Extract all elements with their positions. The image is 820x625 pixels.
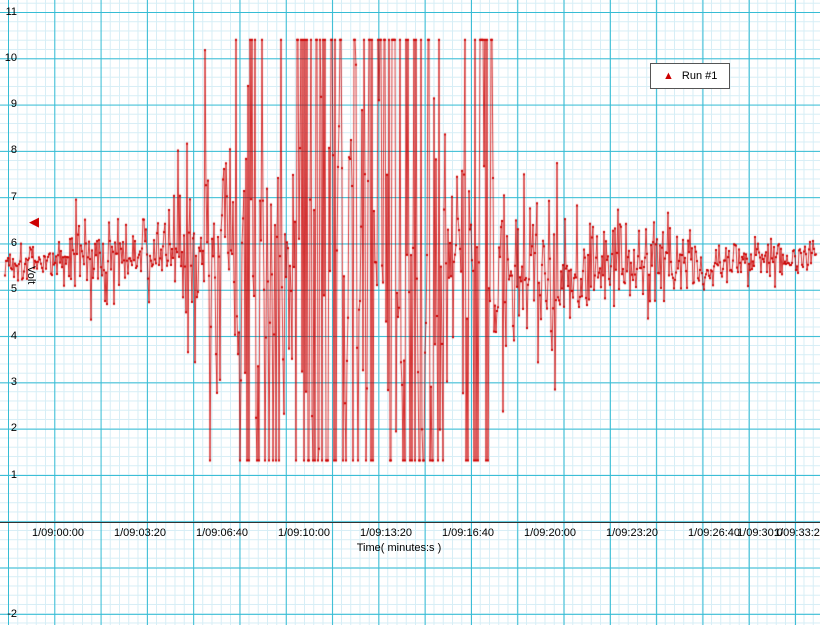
- y-tick-label: 2: [10, 422, 17, 435]
- x-tick-label: 1/09:00:00: [32, 527, 84, 539]
- x-axis-title: Time( minutes:s ): [356, 542, 442, 554]
- y-tick-label: 8: [10, 144, 17, 157]
- y-tick-label: 9: [10, 98, 17, 111]
- y-tick-label: 1: [10, 468, 17, 481]
- y-tick-label: 5: [10, 283, 17, 296]
- x-axis-line: [0, 522, 820, 523]
- legend-marker-icon: ▲: [663, 69, 674, 82]
- x-tick-label: 1/09:13:20: [360, 527, 412, 539]
- x-tick-label: 1/09:20:00: [524, 527, 576, 539]
- y-level-marker-icon: ◀: [29, 213, 39, 229]
- y-tick-label: 3: [10, 376, 17, 389]
- x-tick-label: 1/09:23:20: [606, 527, 658, 539]
- x-tick-label: 1/09:03:20: [114, 527, 166, 539]
- legend-run-label: Run #1: [681, 70, 718, 82]
- y-tick-label: 7: [10, 190, 17, 203]
- y-tick-label: 11: [5, 5, 17, 18]
- x-tick-label: 1/09:26:40: [688, 527, 740, 539]
- x-tick-label: 1/09:16:40: [442, 527, 494, 539]
- legend: ▲ Run #1: [650, 63, 731, 89]
- x-tick-label: 1/09:33:20: [774, 527, 820, 539]
- y-tick-label: 6: [10, 237, 17, 250]
- y-axis-title: Volt: [25, 266, 37, 285]
- y-tick-label: 10: [4, 51, 17, 64]
- x-tick-label: 1/09:10:00: [278, 527, 330, 539]
- y-tick-label: -2: [7, 607, 17, 620]
- x-tick-label: 1/09:06:40: [196, 527, 248, 539]
- x-tick-label: 1/09:30:0: [737, 527, 783, 539]
- y-tick-label: 4: [10, 329, 17, 342]
